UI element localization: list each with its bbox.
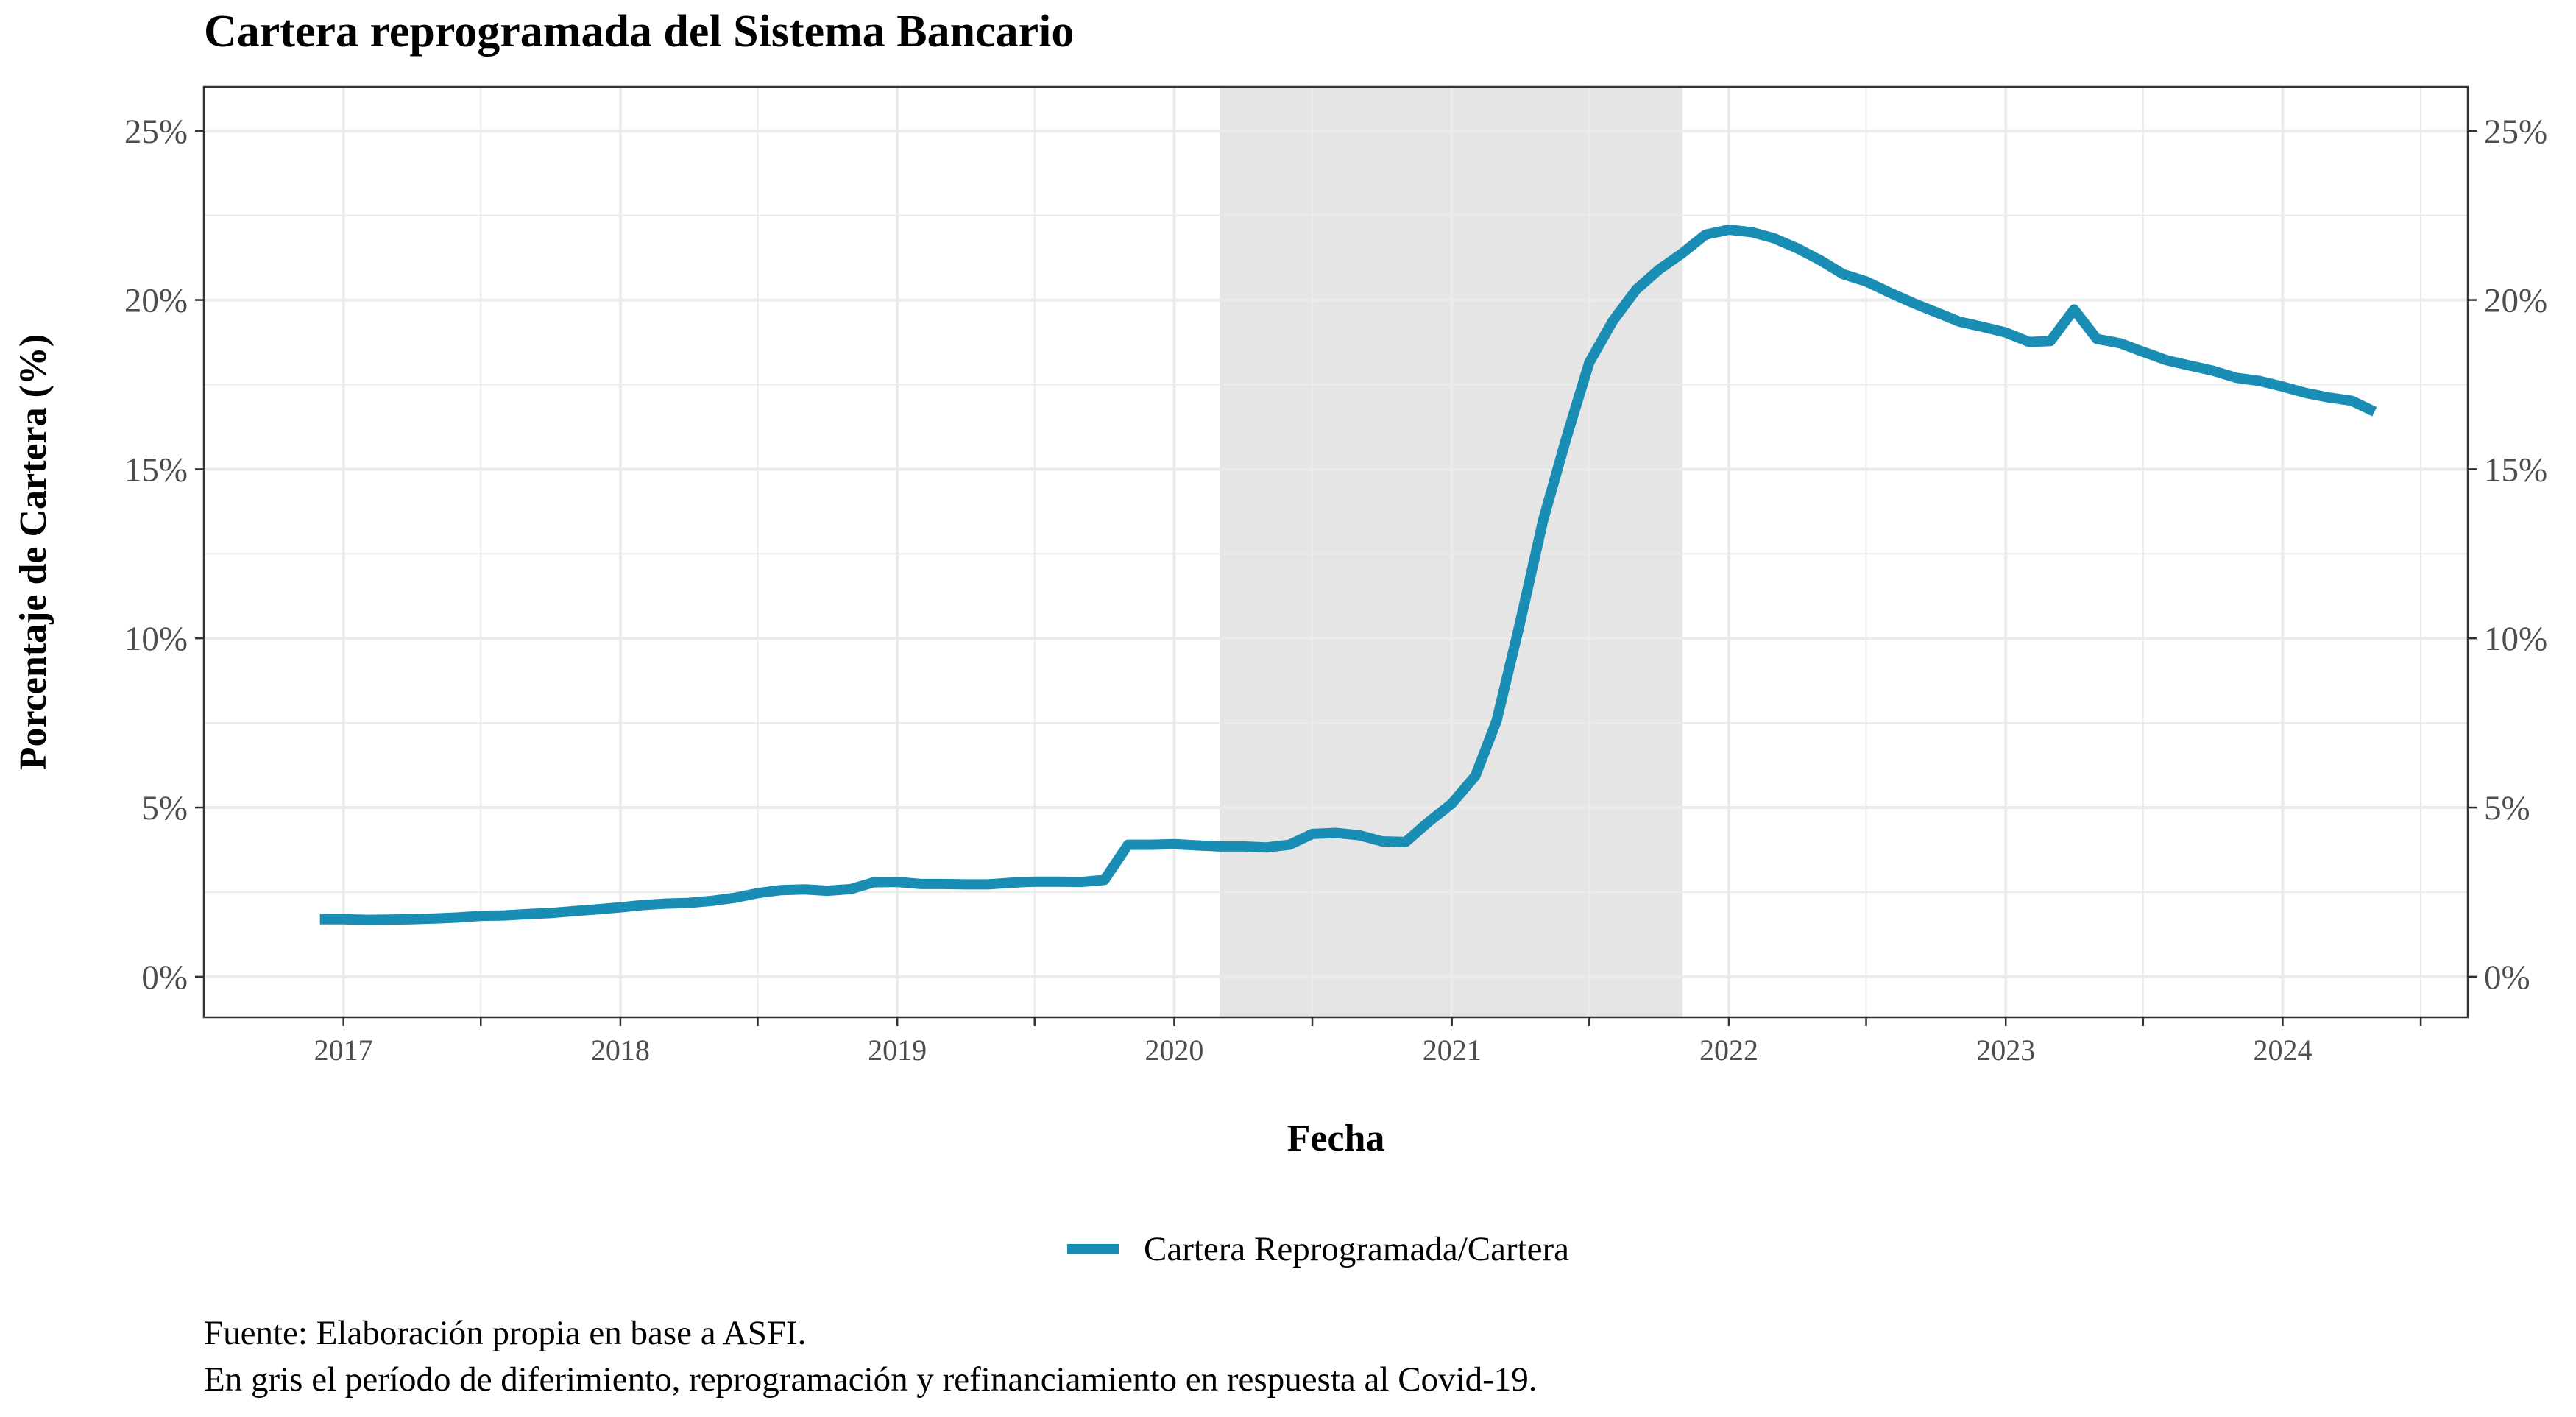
series-line bbox=[319, 225, 2377, 925]
y-tick-label-right: 10% bbox=[2484, 620, 2547, 658]
y-tick-label-right: 15% bbox=[2484, 450, 2547, 489]
caption: Fuente: Elaboración propia en base a ASF… bbox=[204, 1310, 1538, 1403]
y-tick-label-right: 0% bbox=[2484, 958, 2530, 997]
x-axis-title: Fecha bbox=[1287, 1117, 1385, 1159]
y-tick-label-left: 15% bbox=[124, 450, 188, 489]
x-tick-label: 2021 bbox=[1423, 1033, 1482, 1067]
y-tick-label-right: 20% bbox=[2484, 282, 2547, 320]
plot-border bbox=[202, 85, 2469, 1019]
y-axis-title: Porcentaje de Cartera (%) bbox=[13, 334, 54, 770]
x-tick-label: 2017 bbox=[314, 1033, 373, 1067]
x-tick-label: 2019 bbox=[868, 1033, 927, 1067]
chart-title: Cartera reprogramada del Sistema Bancari… bbox=[204, 7, 1075, 57]
y-tick-label-right: 25% bbox=[2484, 113, 2547, 151]
x-tick-label: 2023 bbox=[1976, 1033, 2035, 1067]
x-tick-label: 2022 bbox=[1699, 1033, 1758, 1067]
y-tick-label-left: 0% bbox=[141, 958, 188, 997]
legend-label: Cartera Reprogramada/Cartera bbox=[1144, 1230, 1570, 1268]
legend: Cartera Reprogramada/Cartera bbox=[1067, 1229, 1569, 1269]
legend-swatch bbox=[1067, 1244, 1119, 1254]
y-tick-label-left: 20% bbox=[124, 282, 188, 320]
y-tick-label-right: 5% bbox=[2484, 789, 2530, 827]
x-tick-label: 2020 bbox=[1144, 1033, 1203, 1067]
y-tick-label-left: 5% bbox=[141, 789, 188, 827]
x-tick-label: 2018 bbox=[591, 1033, 650, 1067]
caption-source: Fuente: Elaboración propia en base a ASF… bbox=[204, 1314, 807, 1352]
x-tick-label: 2024 bbox=[2253, 1033, 2312, 1067]
caption-note: En gris el período de diferimiento, repr… bbox=[204, 1360, 1538, 1399]
y-tick-label-left: 25% bbox=[124, 113, 188, 151]
y-tick-label-left: 10% bbox=[124, 620, 188, 658]
